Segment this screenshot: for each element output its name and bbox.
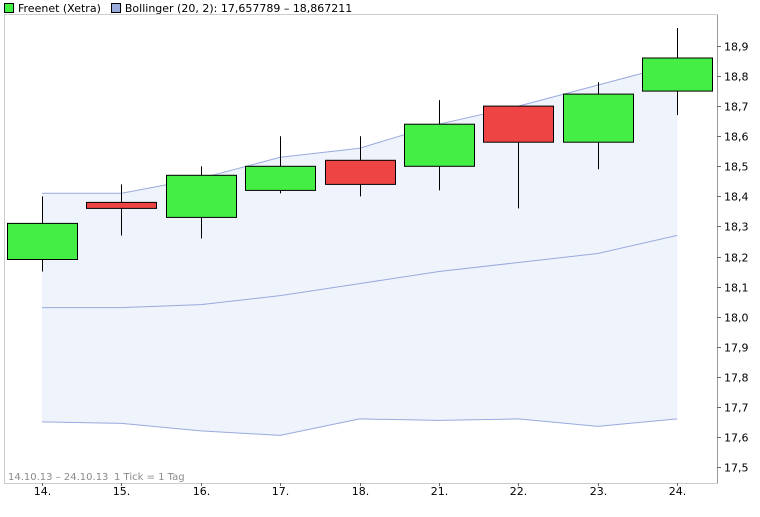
x-tick-label: 14. [34,485,52,498]
x-tick-label: 23. [590,485,608,498]
x-axis: 14. 15. 16. 17. 18. 21. 22. 23. 24. [34,483,687,498]
candle-body [166,174,237,218]
x-tick-label: 17. [272,485,290,498]
y-tick-label: 18,6 [724,131,749,144]
x-tick-label: 22. [510,485,528,498]
x-tick-label: 21. [431,485,449,498]
chart-legend: Freenet (Xetra) Bollinger (20, 2): 17,65… [4,1,362,15]
footer-date-range: 14.10.13 – 24.10.13 [8,472,108,483]
bollinger-swatch [110,3,121,13]
y-tick-label: 18,8 [724,71,749,84]
y-tick-label: 18,3 [724,221,749,234]
y-tick-label: 17,5 [724,462,749,475]
y-tick-label: 18,9 [724,41,749,54]
legend-item-freenet[interactable]: Freenet (Xetra) [4,2,101,15]
y-tick-label: 18,4 [724,191,749,204]
legend-bollinger-label: Bollinger (20, 2): 17,657789 – 18,867211 [124,1,353,15]
x-tick-label: 15. [113,485,131,498]
legend-item-bollinger[interactable]: Bollinger (20, 2): 17,657789 – 18,867211 [110,1,353,15]
legend-series-label: Freenet (Xetra) [18,1,101,15]
y-tick-label: 18,0 [724,312,749,325]
candle-body [483,105,554,143]
y-tick-label: 18,2 [724,252,749,265]
y-tick-label: 18,1 [724,282,749,295]
y-tick-label: 17,6 [724,432,749,445]
y-tick-label: 18,5 [724,161,749,174]
footer-tick-info: 1 Tick = 1 Tag [114,472,185,483]
y-tick-label: 17,7 [724,402,749,415]
y-tick-label: 17,9 [724,342,749,355]
candle-body [404,123,475,167]
y-axis: 18,9 18,8 18,7 18,6 18,5 18,4 18,3 18,2 18,1 18,0… [717,15,749,483]
y-tick-label: 17,8 [724,372,749,385]
x-tick-label: 18. [352,485,370,498]
candle-body [325,159,396,185]
candle-body [563,93,634,143]
candle-body [245,165,316,191]
y-tick-label: 18,7 [724,101,749,114]
bollinger-middle-line [42,234,678,309]
candle-body [7,222,78,260]
bollinger-upper-line [42,63,678,194]
x-tick-label: 16. [193,485,211,498]
series-swatch [4,3,14,13]
candle-body [642,57,713,92]
candle-body [86,201,157,209]
candles [7,27,713,272]
bollinger-lower-line [41,418,678,436]
x-tick-label: 24. [669,485,687,498]
